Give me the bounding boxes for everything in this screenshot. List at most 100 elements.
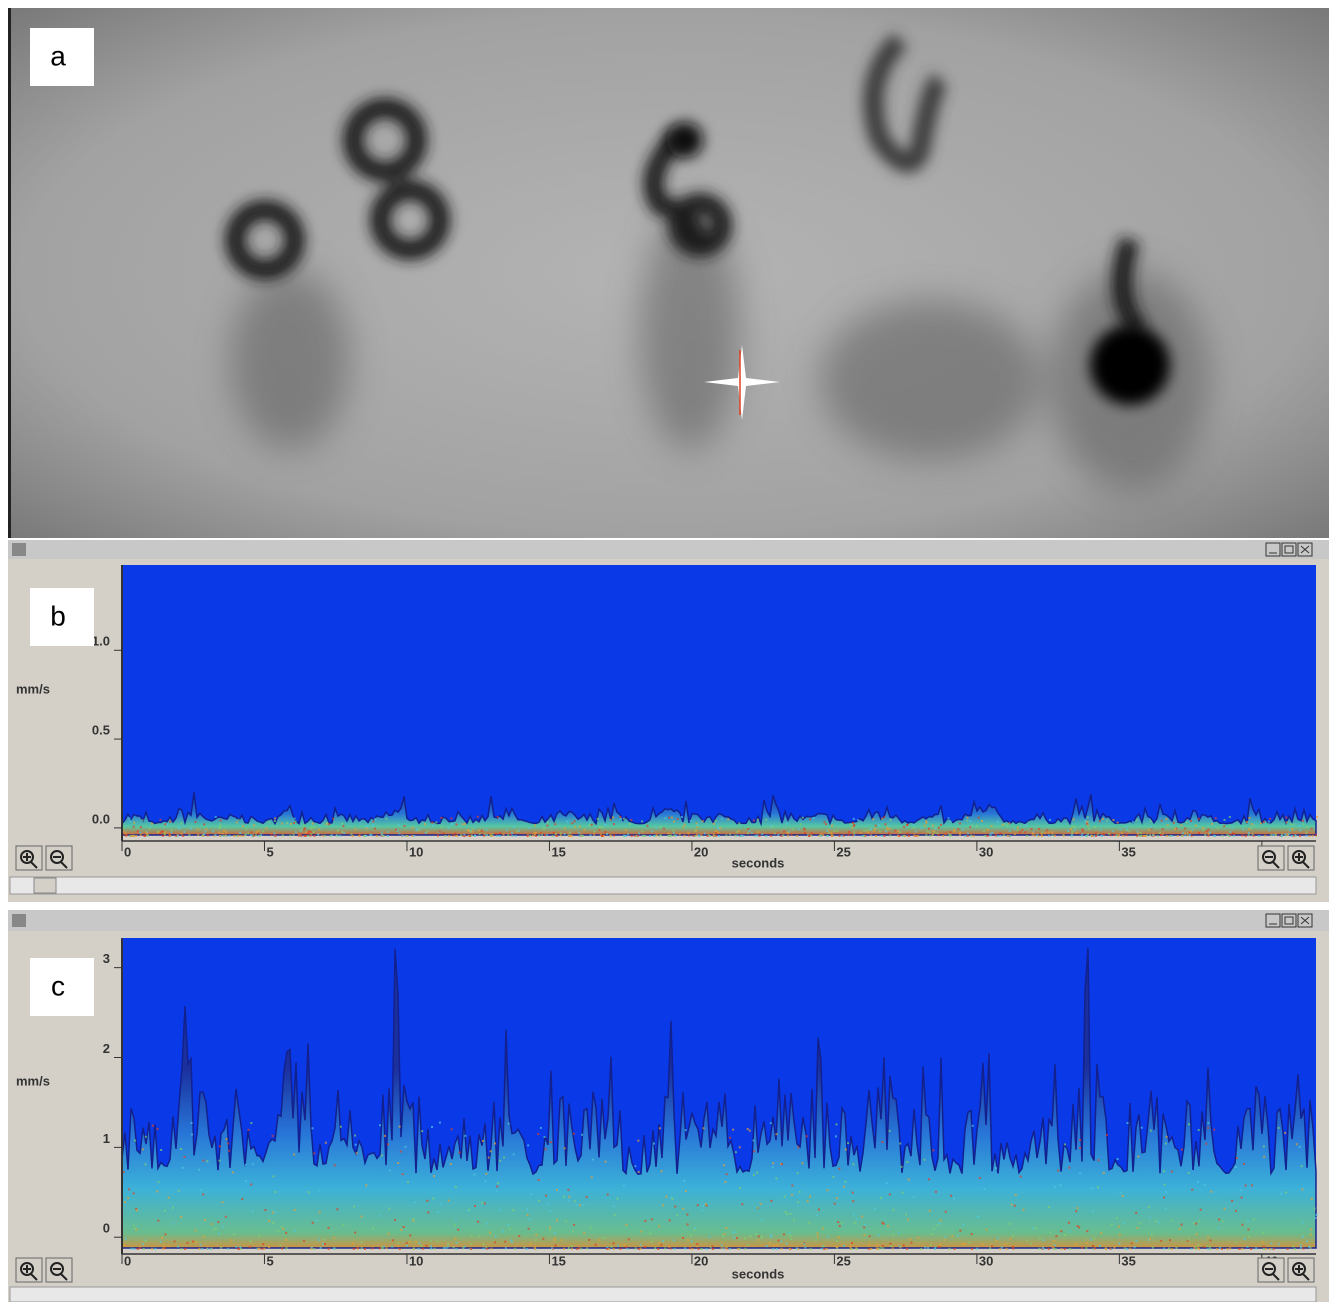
speckle	[995, 1167, 998, 1170]
speckle	[293, 1208, 296, 1211]
speckle	[413, 1201, 416, 1204]
speckle	[263, 1247, 266, 1250]
speckle	[1008, 829, 1011, 832]
speckle	[790, 833, 793, 836]
zoom-button[interactable]	[1257, 845, 1285, 871]
speckle	[512, 1153, 515, 1156]
speckle	[242, 834, 245, 837]
speckle	[1223, 1207, 1226, 1210]
speckle	[160, 830, 163, 833]
speckle	[588, 1238, 591, 1241]
speckle	[1207, 1236, 1210, 1239]
zoom-button[interactable]	[1287, 1257, 1315, 1283]
speckle	[504, 1247, 507, 1250]
speckle	[896, 834, 899, 837]
window-controls[interactable]	[1265, 913, 1313, 928]
speckle	[628, 823, 631, 826]
speckle	[360, 1241, 363, 1244]
speckle	[822, 833, 825, 836]
speckle	[1096, 1186, 1099, 1189]
speckle	[925, 834, 928, 837]
speckle	[482, 1247, 485, 1250]
speckle	[370, 833, 373, 836]
speckle	[786, 831, 789, 834]
speckle	[1315, 1213, 1318, 1216]
zoom-button[interactable]	[45, 845, 73, 871]
speckle	[783, 1195, 786, 1198]
speckle	[989, 834, 992, 837]
scroll-thumb[interactable]	[33, 877, 57, 894]
speckle	[700, 833, 703, 836]
speckle	[136, 830, 139, 833]
speckle	[600, 834, 603, 837]
speckle	[471, 830, 474, 833]
speckle	[861, 1215, 864, 1218]
speckle	[309, 834, 312, 837]
speckle	[1165, 1190, 1168, 1193]
speckle	[705, 1247, 708, 1250]
speckle	[463, 1245, 466, 1248]
speckle	[949, 820, 952, 823]
speckle	[538, 834, 541, 837]
speckle	[807, 834, 810, 837]
speckle	[1063, 1143, 1066, 1146]
speckle	[202, 1193, 205, 1196]
speckle	[1094, 834, 1097, 837]
speckle	[1284, 1131, 1287, 1134]
speckle	[732, 1231, 735, 1234]
speckle	[1207, 1247, 1210, 1250]
speckle	[1013, 1204, 1016, 1207]
zoom-button[interactable]	[15, 845, 43, 871]
speckle	[157, 1181, 160, 1184]
speckle	[455, 1241, 458, 1244]
speckle	[1262, 1247, 1265, 1250]
speckle	[977, 816, 980, 819]
speckle	[1085, 834, 1088, 837]
speckle	[1150, 827, 1153, 830]
speckle	[1067, 1221, 1070, 1224]
speckle	[688, 1247, 691, 1250]
zoom-button[interactable]	[45, 1257, 73, 1283]
window-controls[interactable]	[1265, 542, 1313, 557]
speckle	[510, 832, 513, 835]
zoom-button[interactable]	[15, 1257, 43, 1283]
speckle	[421, 1130, 424, 1133]
speckle	[1234, 1166, 1237, 1169]
speckle	[755, 1233, 758, 1236]
zoom-button[interactable]	[1257, 1257, 1285, 1283]
speckle	[641, 834, 644, 837]
speckle	[826, 1236, 829, 1239]
speckle	[245, 1180, 248, 1183]
speckle	[161, 834, 164, 837]
speckle	[1078, 1226, 1081, 1229]
speckle	[154, 1247, 157, 1250]
speckle	[867, 1247, 870, 1250]
zoom-button[interactable]	[1287, 845, 1315, 871]
speckle	[1109, 1247, 1112, 1250]
speckle	[966, 816, 969, 819]
speckle	[811, 832, 814, 835]
speckle	[293, 1229, 296, 1232]
speckle	[598, 1239, 601, 1242]
speckle	[462, 1247, 465, 1250]
speckle	[1164, 1207, 1167, 1210]
speckle	[940, 823, 943, 826]
speckle	[646, 824, 649, 827]
speckle	[534, 824, 537, 827]
speckle	[354, 1143, 357, 1146]
speckle	[273, 832, 276, 835]
speckle	[772, 1244, 775, 1247]
speckle	[1047, 1247, 1050, 1250]
speckle	[354, 828, 357, 831]
speckle	[887, 825, 890, 828]
speckle	[473, 826, 476, 829]
speckle	[1081, 832, 1084, 835]
speckle	[672, 1239, 675, 1242]
speckle	[658, 1242, 661, 1245]
speckle	[1034, 1227, 1037, 1230]
speckle	[166, 823, 169, 826]
speckle	[748, 1129, 751, 1132]
speckle	[249, 1240, 252, 1243]
speckle	[552, 831, 555, 834]
speckle	[1013, 833, 1016, 836]
